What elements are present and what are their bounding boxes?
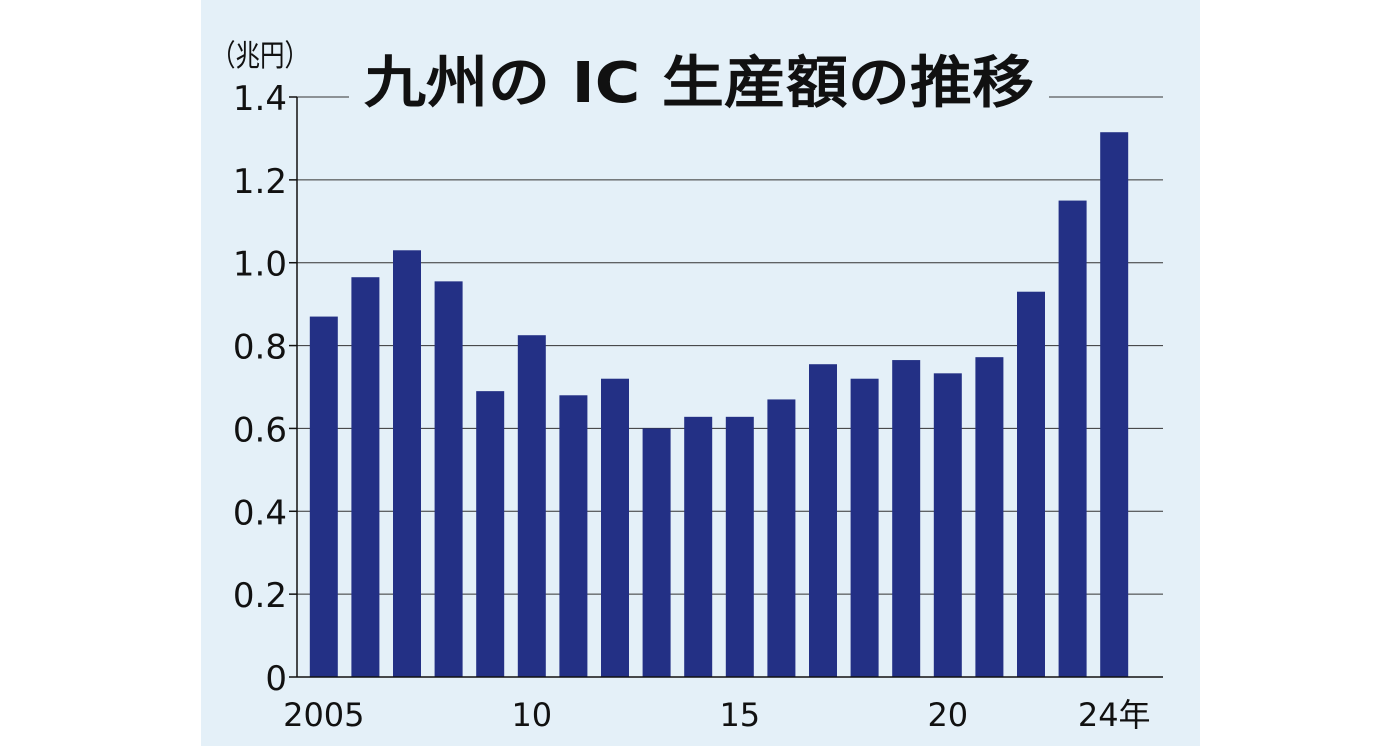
bar-2019 xyxy=(892,360,921,677)
bar-2006 xyxy=(351,277,380,677)
y-tick-label: 1.2 xyxy=(233,162,287,202)
axes xyxy=(289,96,1163,678)
x-tick-labels: 2005 10 15 20 24年 xyxy=(283,696,1150,734)
y-tick-label: 0.2 xyxy=(233,576,287,616)
chart-panel: 0 0.2 0.4 0.6 0.8 1.0 1.2 1.4 2005 10 15 20 24年 九州の… xyxy=(201,0,1200,746)
x-tick-label: 20 xyxy=(927,696,968,734)
bar-2015 xyxy=(725,416,754,677)
bar-2014 xyxy=(684,416,713,677)
bar-2022 xyxy=(1017,291,1045,677)
bar-2021 xyxy=(975,357,1004,677)
bar-2016 xyxy=(767,399,796,677)
y-tick-label: 1.0 xyxy=(233,245,287,285)
bar-chart: 0 0.2 0.4 0.6 0.8 1.0 1.2 1.4 2005 10 15 20 24年 九州の… xyxy=(211,36,1163,734)
x-tick-label: 2005 xyxy=(283,696,364,734)
x-tick-label: 10 xyxy=(511,696,552,734)
bar-2008 xyxy=(434,281,463,677)
y-tick-label: 1.4 xyxy=(233,79,287,119)
y-tick-label: 0.4 xyxy=(233,493,287,533)
y-tick-label: 0.8 xyxy=(233,328,287,368)
x-tick-label: 15 xyxy=(719,696,760,734)
unit-label: （兆円） xyxy=(211,39,309,74)
bar-2009 xyxy=(476,391,505,677)
bar-2011 xyxy=(559,395,588,677)
bar-2013 xyxy=(642,428,671,677)
bar-2018 xyxy=(850,378,879,677)
bar-2005 xyxy=(309,316,338,677)
x-tick-label: 24年 xyxy=(1078,696,1151,734)
y-tick-label: 0 xyxy=(265,659,287,699)
bar-2024 xyxy=(1100,132,1129,677)
bar-2010 xyxy=(517,335,546,677)
title-background xyxy=(349,36,1049,124)
chart-title: 九州の IC 生産額の推移 xyxy=(364,51,1034,116)
bar-2012 xyxy=(601,378,629,677)
y-tick-label: 0.6 xyxy=(233,410,287,450)
y-tick-labels: 0 0.2 0.4 0.6 0.8 1.0 1.2 1.4 xyxy=(233,79,287,699)
bars xyxy=(309,132,1129,678)
bar-2017 xyxy=(809,364,837,677)
bar-2007 xyxy=(393,250,421,678)
bar-2023 xyxy=(1058,200,1087,678)
bar-2020 xyxy=(933,373,962,677)
